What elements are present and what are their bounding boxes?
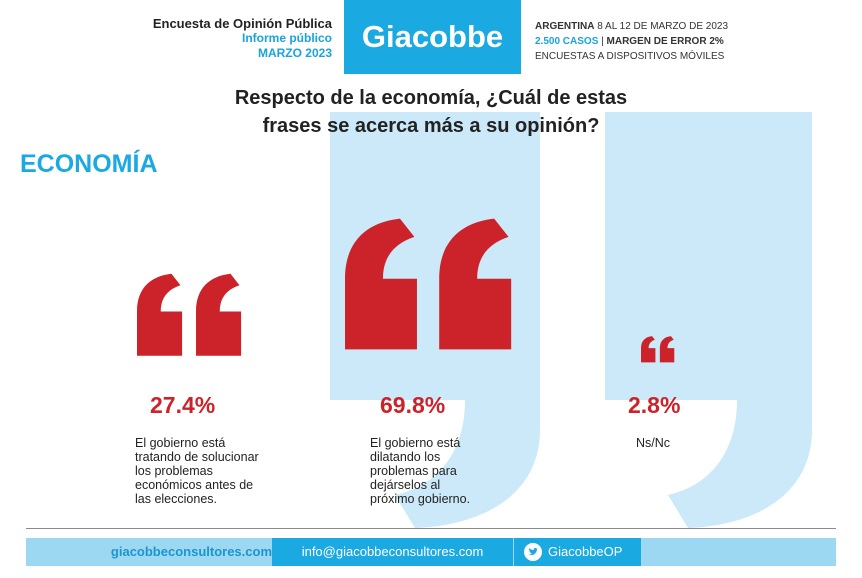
desc-line: Ns/Nc	[636, 436, 671, 450]
quote-mark-glyph	[640, 335, 656, 362]
desc-line: tratando de solucionar	[135, 450, 259, 464]
desc-line: los problemas	[135, 464, 213, 478]
quote-mark-glyph	[136, 273, 182, 356]
footer-bar: giacobbeconsultores.com info@giacobbecon…	[26, 538, 836, 566]
desc-line: dilatando los	[370, 450, 441, 464]
question-line-2: frases se acerca más a su opinión?	[262, 115, 600, 137]
details-separator: |	[598, 36, 607, 47]
survey-title: Encuesta de Opinión Pública	[152, 16, 332, 31]
website-link[interactable]: giacobbeconsultores.com	[110, 544, 272, 559]
twitter-icon	[524, 543, 542, 561]
quote-mark-2	[344, 218, 512, 350]
value-label-2: 69.8%	[380, 392, 446, 418]
twitter-handle: GiacobbeOP	[548, 544, 623, 559]
quote-mark-3	[640, 335, 675, 362]
survey-method: ENCUESTAS A DISPOSITIVOS MÓVILES	[535, 51, 725, 62]
country-label: ARGENTINA	[535, 21, 595, 32]
twitter-link[interactable]: GiacobbeOP	[513, 538, 641, 566]
value-label-3: 2.8%	[628, 392, 681, 418]
option-description-3: Ns/Nc	[636, 436, 670, 450]
survey-details: ARGENTINA 8 AL 12 DE MARZO DE 2023 2.500…	[535, 19, 728, 64]
quote-mark-glyph	[659, 335, 675, 362]
desc-line: El gobierno está	[370, 436, 461, 450]
option-description-1: El gobierno está tratando de solucionar …	[135, 436, 259, 506]
brand-logo: Giacobbe	[344, 0, 521, 74]
option-description-2: El gobierno está dilatando los problemas…	[370, 436, 470, 506]
quote-mark-glyph	[344, 218, 417, 350]
background-quote-icon	[330, 112, 812, 528]
value-label-1: 27.4%	[150, 392, 216, 418]
desc-line: dejárselos al	[370, 478, 441, 492]
email-link[interactable]: info@giacobbeconsultores.com	[272, 538, 513, 566]
section-title: ECONOMÍA	[20, 150, 158, 178]
desc-line: problemas para	[370, 464, 457, 478]
desc-line: El gobierno está	[135, 436, 226, 450]
footer-divider	[26, 528, 836, 529]
survey-subtitle: Informe público	[242, 31, 332, 45]
brand-name: Giacobbe	[361, 19, 504, 54]
error-margin: MARGEN DE ERROR 2%	[606, 36, 724, 47]
quote-mark-1	[136, 273, 241, 356]
cases-count: 2.500 CASOS	[535, 36, 599, 47]
question-line-1: Respecto de la economía, ¿Cuál de estas	[234, 87, 628, 109]
quote-mark-glyph	[195, 273, 241, 356]
survey-dates: 8 AL 12 DE MARZO DE 2023	[594, 21, 729, 32]
desc-line: las elecciones.	[135, 492, 217, 506]
quote-mark-glyph	[439, 218, 512, 350]
survey-date: MARZO 2023	[257, 46, 332, 60]
question-title: Respecto de la economía, ¿Cuál de estas …	[200, 84, 662, 140]
desc-line: económicos antes de	[135, 478, 254, 492]
desc-line: próximo gobierno.	[370, 492, 471, 506]
survey-header: Encuesta de Opinión Pública Informe públ…	[153, 16, 332, 61]
